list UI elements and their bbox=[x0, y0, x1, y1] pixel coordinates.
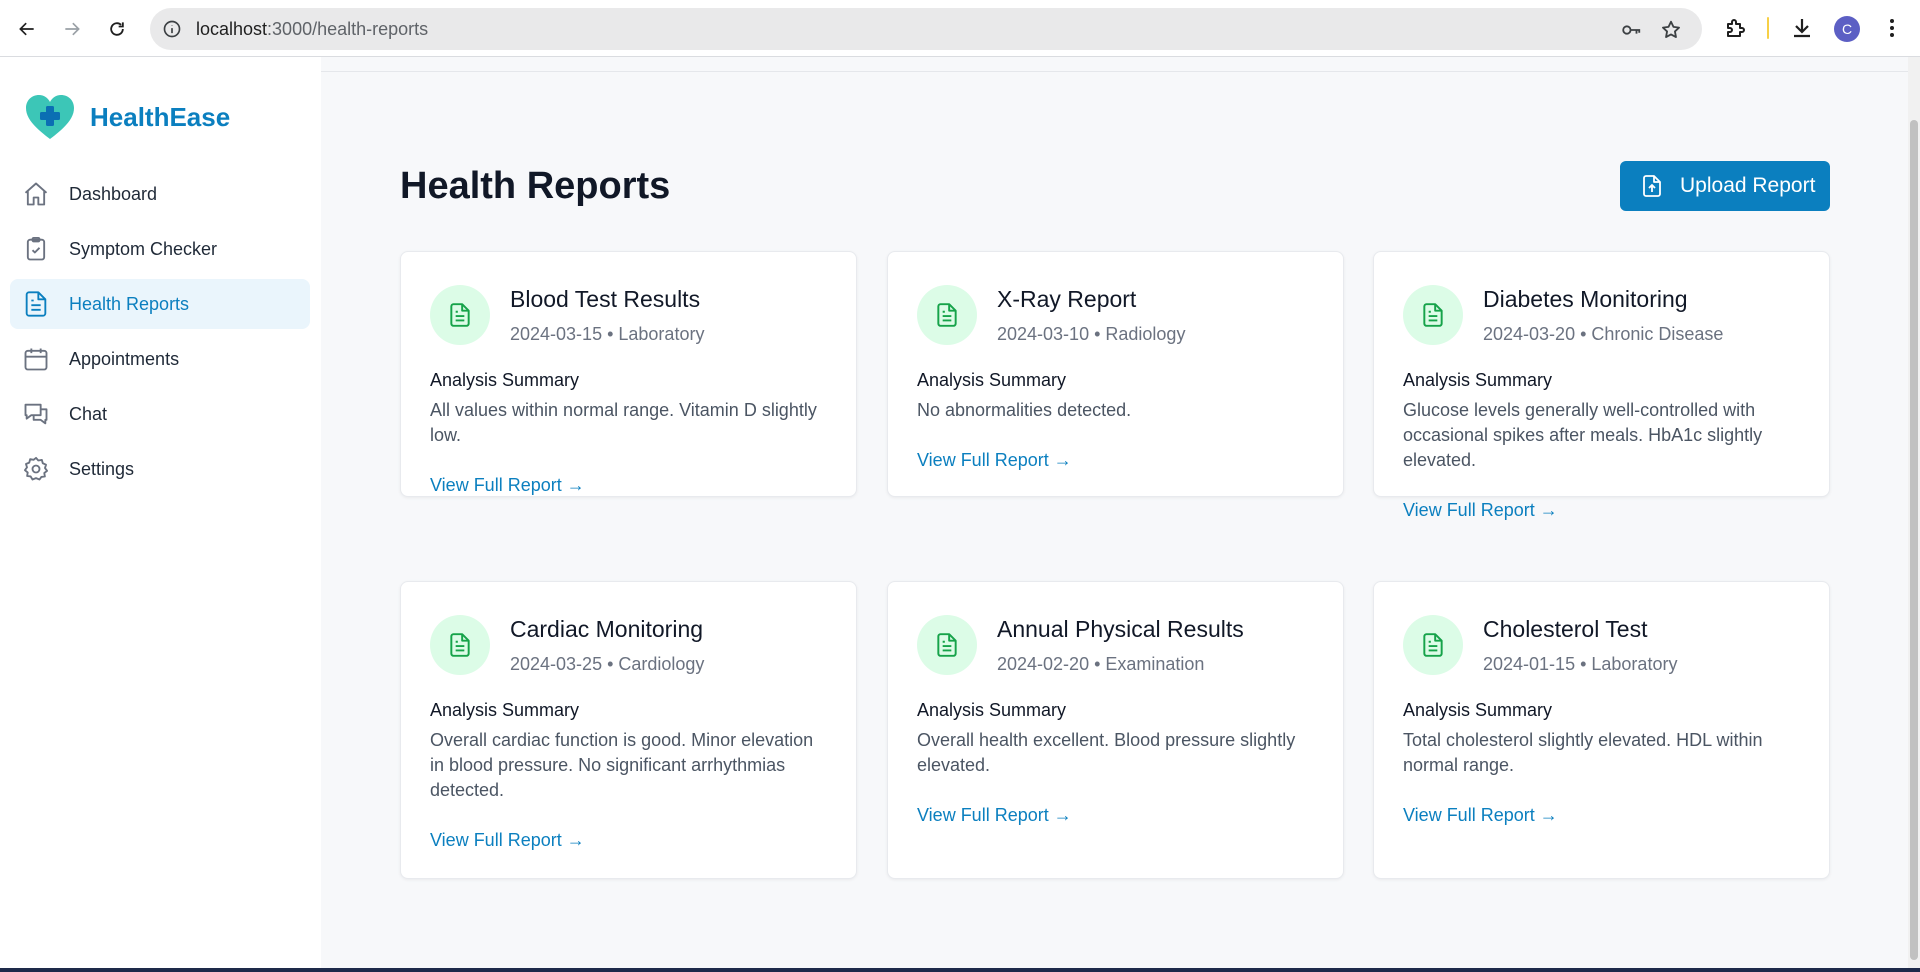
sidebar-item-symptom-checker[interactable]: Symptom Checker bbox=[10, 224, 310, 274]
upload-report-button[interactable]: Upload Report bbox=[1620, 161, 1830, 211]
browser-toolbar: localhost:3000/health-reports C bbox=[0, 0, 1920, 57]
reload-icon[interactable] bbox=[100, 12, 134, 46]
report-category: Radiology bbox=[1105, 324, 1186, 344]
extensions-icon[interactable] bbox=[1724, 16, 1748, 40]
more-vert-icon[interactable] bbox=[1880, 16, 1904, 40]
sidebar-item-appointments[interactable]: Appointments bbox=[10, 334, 310, 384]
report-card-annual-physical: Annual Physical Results 2024-02-20 • Exa… bbox=[887, 581, 1344, 879]
report-title: X-Ray Report bbox=[997, 286, 1137, 312]
report-category: Laboratory bbox=[618, 324, 705, 344]
analysis-summary-text: Overall health excellent. Blood pressure… bbox=[917, 730, 1296, 775]
file-text-icon bbox=[430, 285, 490, 345]
analysis-summary-label: Analysis Summary bbox=[1403, 370, 1553, 390]
report-card-blood-test: Blood Test Results 2024-03-15 • Laborato… bbox=[400, 251, 857, 497]
gear-icon bbox=[22, 455, 50, 483]
analysis-summary-text: Total cholesterol slightly elevated. HDL… bbox=[1403, 730, 1763, 775]
analysis-summary-text: No abnormalities detected. bbox=[917, 400, 1132, 420]
report-category: Cardiology bbox=[618, 654, 705, 674]
report-date: 2024-03-10 bbox=[997, 324, 1090, 344]
report-date: 2024-02-20 bbox=[997, 654, 1090, 674]
sidebar-item-health-reports[interactable]: Health Reports bbox=[10, 279, 310, 329]
report-meta: 2024-03-20 • Chronic Disease bbox=[1483, 324, 1724, 344]
back-arrow-icon[interactable] bbox=[10, 12, 44, 46]
url-text[interactable]: localhost:3000/health-reports bbox=[196, 19, 429, 39]
file-text-icon bbox=[1403, 285, 1463, 345]
toolbar-divider bbox=[1767, 17, 1769, 39]
window-bottom-edge bbox=[0, 968, 1920, 972]
chat-bubbles-icon bbox=[22, 400, 50, 428]
key-icon[interactable] bbox=[1620, 19, 1642, 41]
download-icon[interactable] bbox=[1790, 16, 1814, 40]
file-text-icon bbox=[917, 285, 977, 345]
sidebar-item-settings[interactable]: Settings bbox=[10, 444, 310, 494]
file-text-icon bbox=[1403, 615, 1463, 675]
app-logo[interactable]: HealthEase bbox=[24, 93, 230, 141]
star-icon[interactable] bbox=[1660, 19, 1682, 41]
page-title: Health Reports bbox=[400, 165, 671, 207]
sidebar: HealthEase Dashboard Symptom Checker Hea… bbox=[0, 57, 321, 968]
report-title: Annual Physical Results bbox=[997, 616, 1244, 642]
report-meta: 2024-02-20 • Examination bbox=[997, 654, 1205, 674]
profile-avatar[interactable]: C bbox=[1834, 16, 1860, 42]
site-info-icon[interactable] bbox=[162, 19, 182, 39]
report-title: Cholesterol Test bbox=[1483, 616, 1648, 642]
analysis-summary-label: Analysis Summary bbox=[917, 370, 1067, 390]
file-text-icon bbox=[917, 615, 977, 675]
report-title: Diabetes Monitoring bbox=[1483, 286, 1688, 312]
report-meta: 2024-03-25 • Cardiology bbox=[510, 654, 705, 674]
report-meta: 2024-03-10 • Radiology bbox=[997, 324, 1186, 344]
report-title: Cardiac Monitoring bbox=[510, 616, 704, 642]
file-text-icon bbox=[22, 290, 50, 318]
report-meta: 2024-01-15 • Laboratory bbox=[1483, 654, 1678, 674]
analysis-summary-label: Analysis Summary bbox=[430, 370, 580, 390]
report-date: 2024-03-20 bbox=[1483, 324, 1576, 344]
view-full-report-link[interactable]: View Full Report → bbox=[430, 475, 585, 495]
report-category: Examination bbox=[1105, 654, 1205, 674]
analysis-summary-label: Analysis Summary bbox=[1403, 700, 1553, 720]
main-content: Health Reports Upload Report Blood Test … bbox=[321, 57, 1908, 968]
report-card-xray: X-Ray Report 2024-03-10 • Radiology Anal… bbox=[887, 251, 1344, 497]
sidebar-item-label: Symptom Checker bbox=[69, 238, 218, 259]
report-category: Laboratory bbox=[1591, 654, 1678, 674]
view-full-report-link[interactable]: View Full Report → bbox=[430, 830, 585, 850]
view-full-report-link[interactable]: View Full Report → bbox=[1403, 500, 1558, 520]
analysis-summary-text: All values within normal range. Vitamin … bbox=[430, 400, 817, 445]
view-full-report-link[interactable]: View Full Report → bbox=[917, 805, 1072, 825]
calendar-icon bbox=[22, 345, 50, 373]
app-name: HealthEase bbox=[90, 101, 231, 132]
forward-arrow-icon[interactable] bbox=[55, 12, 89, 46]
sidebar-item-label: Dashboard bbox=[69, 183, 158, 204]
analysis-summary-label: Analysis Summary bbox=[430, 700, 580, 720]
report-category: Chronic Disease bbox=[1591, 324, 1724, 344]
scrollbar-thumb[interactable] bbox=[1910, 120, 1918, 960]
analysis-summary-text: Overall cardiac function is good. Minor … bbox=[430, 730, 814, 800]
file-upload-icon bbox=[1643, 175, 1661, 197]
file-text-icon bbox=[430, 615, 490, 675]
view-full-report-link[interactable]: View Full Report → bbox=[917, 450, 1072, 470]
report-card-cholesterol: Cholesterol Test 2024-01-15 • Laboratory… bbox=[1373, 581, 1830, 879]
report-date: 2024-03-25 bbox=[510, 654, 603, 674]
report-card-cardiac: Cardiac Monitoring 2024-03-25 • Cardiolo… bbox=[400, 581, 857, 879]
sidebar-item-label: Appointments bbox=[69, 348, 180, 369]
report-date: 2024-01-15 bbox=[1483, 654, 1576, 674]
report-title: Blood Test Results bbox=[510, 286, 701, 312]
sidebar-item-dashboard[interactable]: Dashboard bbox=[10, 169, 310, 219]
sidebar-item-label: Settings bbox=[69, 458, 135, 479]
report-card-diabetes: Diabetes Monitoring 2024-03-20 • Chronic… bbox=[1373, 251, 1830, 520]
sidebar-item-label: Chat bbox=[69, 403, 108, 424]
analysis-summary-label: Analysis Summary bbox=[917, 700, 1067, 720]
sidebar-item-label: Health Reports bbox=[69, 293, 190, 314]
report-date: 2024-03-15 bbox=[510, 324, 603, 344]
header-divider bbox=[321, 71, 1908, 72]
heart-plus-logo-icon bbox=[26, 95, 74, 139]
sidebar-item-chat[interactable]: Chat bbox=[10, 389, 310, 439]
view-full-report-link[interactable]: View Full Report → bbox=[1403, 805, 1558, 825]
report-meta: 2024-03-15 • Laboratory bbox=[510, 324, 705, 344]
upload-report-label: Upload Report bbox=[1680, 174, 1816, 197]
home-icon bbox=[22, 180, 50, 208]
clipboard-check-icon bbox=[22, 235, 50, 263]
analysis-summary-text: Glucose levels generally well-controlled… bbox=[1403, 400, 1763, 470]
address-bar[interactable]: localhost:3000/health-reports bbox=[150, 8, 1702, 50]
